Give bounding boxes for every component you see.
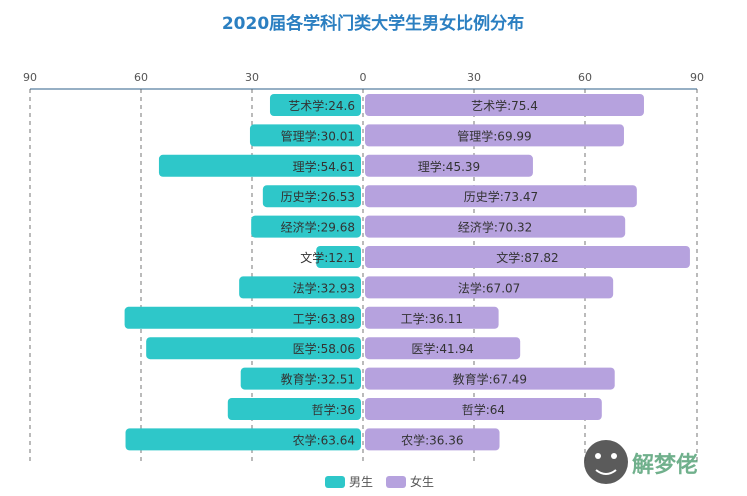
tick-left-60: 60 [134, 71, 148, 84]
bar-female[interactable] [365, 398, 602, 420]
bar-female[interactable] [365, 246, 690, 268]
bar-label-female: 农学:36.36 [401, 432, 463, 447]
bar-label-female: 教育学:67.49 [453, 372, 527, 387]
tick-right-30: 30 [467, 71, 481, 84]
bar-label-male: 工学:63.89 [293, 311, 355, 326]
bar-label-female: 管理学:69.99 [457, 128, 531, 143]
bar-label-male: 哲学:36 [312, 402, 355, 417]
bar-female[interactable] [365, 337, 521, 360]
legend-swatch-female [386, 476, 406, 488]
bar-female[interactable] [365, 94, 644, 116]
bar-female[interactable] [365, 185, 637, 208]
tick-right-90: 90 [690, 71, 704, 84]
bar-female[interactable] [365, 276, 614, 299]
tick-left-30: 30 [245, 71, 259, 84]
bar-male[interactable] [269, 94, 361, 116]
x-axis: 90 60 30 0 30 60 90 [23, 71, 704, 90]
bar-male[interactable] [146, 337, 361, 360]
bar-label-male: 法学:32.93 [293, 280, 355, 295]
bar-male[interactable] [249, 124, 361, 147]
bar-male[interactable] [158, 154, 361, 177]
bar-label-female: 哲学:64 [462, 402, 505, 417]
bar-label-male: 管理学:30.01 [281, 128, 355, 143]
bar-male[interactable] [262, 185, 361, 208]
bar-male[interactable] [251, 215, 361, 238]
tick-left-90: 90 [23, 71, 37, 84]
bar-label-male: 文学:12.1 [300, 250, 355, 265]
legend-swatch-male [325, 476, 345, 488]
bar-female[interactable] [365, 154, 533, 177]
bar-label-male: 农学:63.64 [293, 432, 355, 447]
bars [124, 94, 690, 451]
bar-label-female: 医学:41.94 [411, 341, 473, 356]
legend: 男生 女生 [325, 474, 434, 489]
legend-item-female[interactable]: 女生 [386, 474, 434, 489]
bar-female[interactable] [365, 215, 626, 238]
chart-title: 2020届各学科门类大学生男女比例分布 [222, 13, 524, 34]
bar-label-female: 理学:45.39 [418, 159, 480, 174]
watermark-face-icon [584, 440, 628, 484]
legend-item-male[interactable]: 男生 [325, 475, 373, 489]
bar-female[interactable] [365, 306, 499, 329]
bar-label-female: 法学:67.07 [458, 280, 520, 295]
tick-right-60: 60 [578, 71, 592, 84]
bar-label-female: 文学:87.82 [496, 250, 558, 265]
bar-label-male: 历史学:26.53 [281, 189, 355, 204]
watermark-logo: 解梦佬 [584, 440, 698, 484]
bar-labels: 艺术学:24.6 艺术学:75.4 管理学:30.01 管理学:69.99 理学:54.… [281, 98, 559, 447]
bar-label-female: 经济学:70.32 [458, 220, 532, 235]
bar-male[interactable] [316, 246, 361, 268]
bar-label-female: 历史学:73.47 [464, 189, 538, 204]
bar-label-male: 经济学:29.68 [281, 220, 355, 235]
legend-label-female: 女生 [410, 474, 434, 489]
bar-male[interactable] [240, 367, 361, 390]
bar-label-female: 工学:36.11 [401, 311, 463, 326]
watermark-text: 解梦佬 [632, 452, 698, 478]
bar-male[interactable] [125, 428, 361, 451]
bar-label-male: 教育学:32.51 [281, 372, 355, 387]
bar-label-male: 艺术学:24.6 [288, 98, 355, 113]
bar-label-male: 医学:58.06 [293, 341, 355, 356]
bar-female[interactable] [365, 428, 500, 451]
legend-label-male: 男生 [349, 475, 373, 489]
bar-male[interactable] [239, 276, 361, 299]
bar-label-male: 理学:54.61 [293, 159, 355, 174]
tick-zero: 0 [360, 71, 367, 84]
bar-female[interactable] [365, 367, 615, 390]
bar-female[interactable] [365, 124, 624, 147]
bar-male[interactable] [124, 306, 362, 329]
bar-label-female: 艺术学:75.4 [471, 98, 538, 113]
bar-male[interactable] [227, 398, 361, 420]
